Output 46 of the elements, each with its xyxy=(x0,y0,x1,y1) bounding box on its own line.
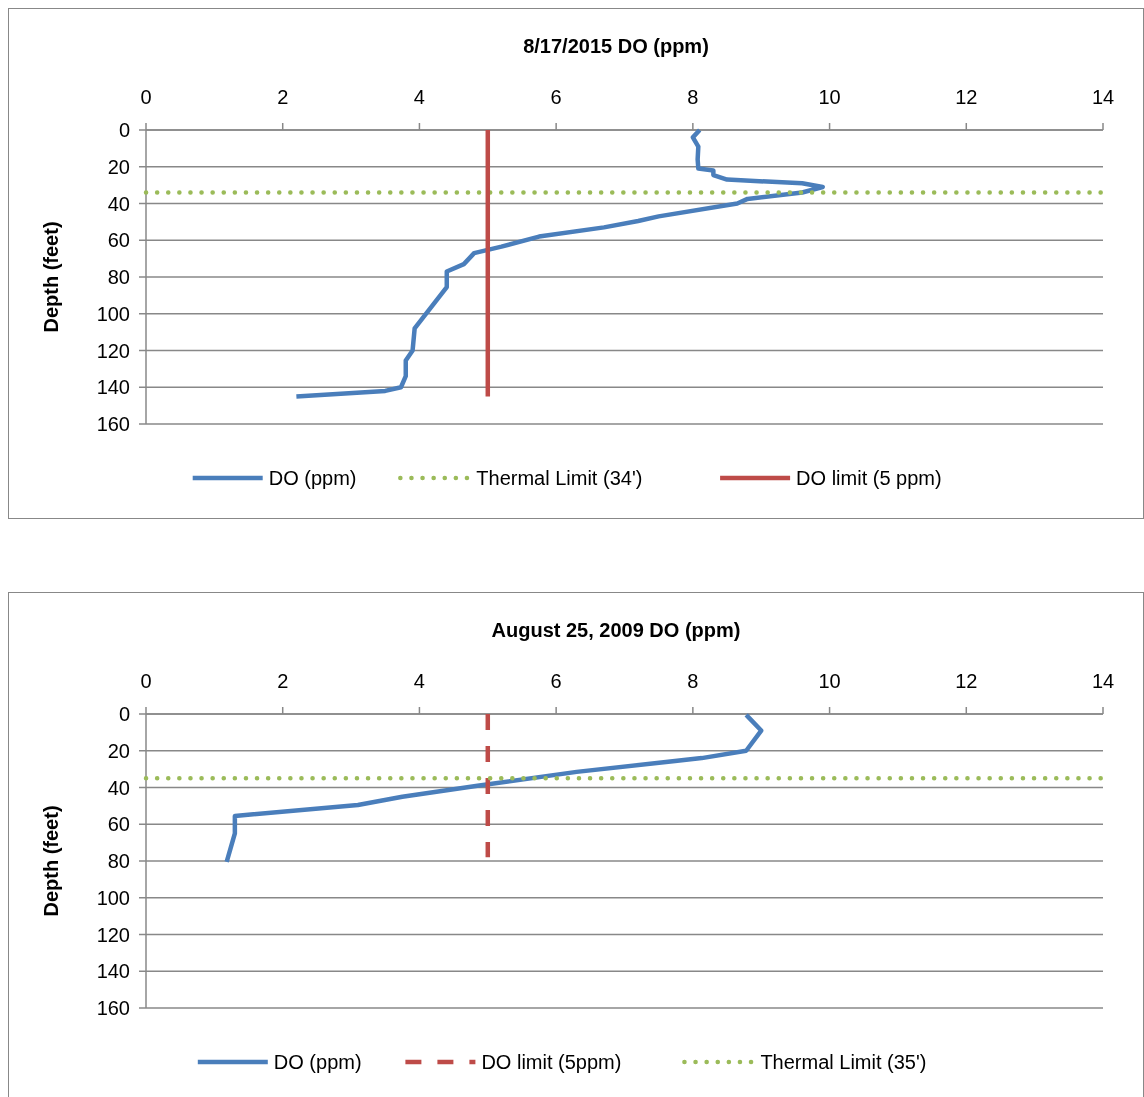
x-tick-label: 6 xyxy=(550,86,562,108)
y-tick-label: 80 xyxy=(107,850,130,872)
x-tick-label: 8 xyxy=(687,670,699,692)
y-tick-label: 160 xyxy=(96,413,130,435)
y-tick-label: 20 xyxy=(107,739,130,762)
x-tick-label: 6 xyxy=(550,670,562,692)
x-tick-label: 14 xyxy=(1091,86,1115,108)
y-tick-label: 140 xyxy=(96,960,130,983)
y-tick-label: 100 xyxy=(96,302,130,325)
line-series xyxy=(294,127,825,399)
y-tick-label: 60 xyxy=(107,229,130,252)
chart-title: August 25, 2009 DO (ppm) xyxy=(491,619,741,641)
y-tick-label: 0 xyxy=(118,703,130,725)
y-tick-label: 140 xyxy=(96,376,130,399)
y-tick-label: 40 xyxy=(107,776,130,799)
x-tick-label: 4 xyxy=(413,86,425,108)
x-tick-label: 0 xyxy=(140,670,152,692)
y-tick-label: 60 xyxy=(107,813,130,836)
legend-label: DO limit (5ppm) xyxy=(481,1051,622,1073)
y-tick-label: 120 xyxy=(96,923,130,946)
x-tick-label: 2 xyxy=(277,670,289,692)
legend-label: DO (ppm) xyxy=(273,1051,362,1073)
y-axis-title: Depth (feet) xyxy=(40,221,62,333)
x-tick-label: 0 xyxy=(140,86,152,108)
x-tick-label: 2 xyxy=(277,86,289,108)
y-tick-label: 0 xyxy=(118,119,130,141)
y-tick-label: 80 xyxy=(107,266,130,288)
y-tick-label: 20 xyxy=(107,155,130,178)
chart-title: 8/17/2015 DO (ppm) xyxy=(523,35,709,57)
line-series xyxy=(224,712,764,865)
x-tick-label: 10 xyxy=(818,670,841,692)
y-tick-label: 100 xyxy=(96,886,130,909)
x-tick-label: 4 xyxy=(413,670,425,692)
x-tick-label: 12 xyxy=(955,670,978,692)
y-axis-title: Depth (feet) xyxy=(40,805,62,917)
legend-label: DO limit (5 ppm) xyxy=(796,467,942,489)
x-tick-label: 10 xyxy=(818,86,841,108)
y-tick-label: 160 xyxy=(96,997,130,1019)
x-tick-label: 8 xyxy=(687,86,699,108)
legend-label: Thermal Limit (34') xyxy=(476,467,643,489)
x-tick-label: 12 xyxy=(955,86,978,108)
x-tick-label: 14 xyxy=(1091,670,1115,692)
legend-label: DO (ppm) xyxy=(268,467,357,489)
legend-label: Thermal Limit (35') xyxy=(760,1051,927,1073)
y-tick-label: 120 xyxy=(96,339,130,362)
y-tick-label: 40 xyxy=(107,192,130,215)
